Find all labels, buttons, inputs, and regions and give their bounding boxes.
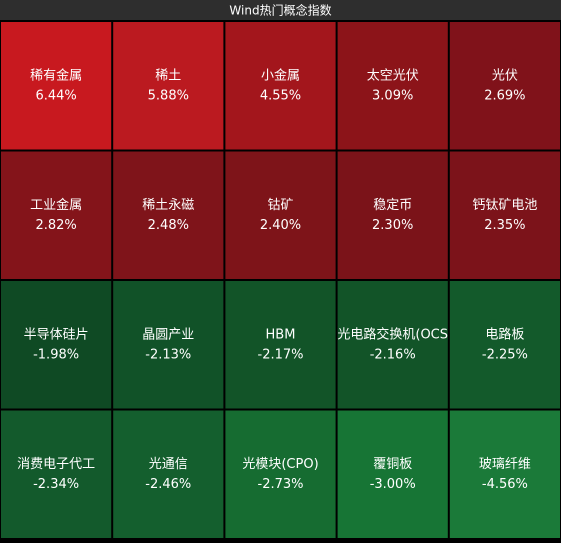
tile <box>0 21 113 151</box>
tile <box>112 280 225 410</box>
tile-value: -2.13% <box>145 347 191 362</box>
tile-value: 2.69% <box>484 88 525 103</box>
tile-value: -2.46% <box>145 477 191 492</box>
tile <box>0 280 113 410</box>
tile <box>112 21 225 151</box>
tile <box>224 150 337 280</box>
tile-label: 半导体硅片 <box>24 327 89 342</box>
tile <box>336 150 449 280</box>
tile <box>112 150 225 280</box>
tile-label: 小金属 <box>261 67 300 83</box>
tile-value: 2.30% <box>372 218 413 233</box>
tile-value: 5.88% <box>148 88 189 103</box>
tile-value: -1.98% <box>33 347 79 362</box>
tile-label: 太空光伏 <box>367 68 419 83</box>
tile-label: 钴矿 <box>267 198 293 213</box>
tile <box>448 409 561 539</box>
tile-label: 稀有金属 <box>30 67 82 83</box>
chart-title: Wind热门概念指数 <box>229 3 331 18</box>
tile <box>112 409 225 539</box>
tile <box>448 280 561 410</box>
tile-value: 4.55% <box>260 88 301 103</box>
tile-label: HBM <box>266 327 296 342</box>
tile-value: -3.00% <box>370 477 416 492</box>
tile-label: 光电路交换机(OCS <box>337 326 448 342</box>
tile-label: 消费电子代工 <box>17 457 95 472</box>
tile <box>224 409 337 539</box>
tile-label: 钙钛矿电池 <box>472 198 537 213</box>
tile-label: 晶圆产业 <box>142 327 194 342</box>
tile-label: 光伏 <box>492 68 518 83</box>
tile <box>224 280 337 410</box>
tile-label: 光通信 <box>149 457 188 472</box>
tile-label: 电路板 <box>485 326 524 342</box>
tile <box>336 21 449 151</box>
tile-value: 2.48% <box>148 218 189 233</box>
tile <box>336 280 449 410</box>
tile-value: 3.09% <box>372 88 413 103</box>
tile-value: -2.73% <box>258 477 304 492</box>
tile-label: 工业金属 <box>30 197 82 213</box>
tile-label: 稳定币 <box>373 197 412 213</box>
tile-value: 2.35% <box>484 218 525 233</box>
tile-value: -2.16% <box>370 347 416 362</box>
tile-value: 6.44% <box>35 88 76 103</box>
tile-label: 覆铜板 <box>373 457 412 472</box>
header-bar <box>0 0 561 20</box>
tile <box>448 21 561 151</box>
tile-value: -4.56% <box>482 477 528 492</box>
tile-label: 玻璃纤维 <box>479 457 531 472</box>
tile-value: 2.82% <box>35 218 76 233</box>
tile-label: 稀土 <box>155 68 181 83</box>
tile-value: 2.40% <box>260 218 301 233</box>
tile <box>0 409 113 539</box>
tile <box>0 150 113 280</box>
tile-value: -2.34% <box>33 477 79 492</box>
tile <box>224 21 337 151</box>
tile <box>336 409 449 539</box>
tile-label: 稀土永磁 <box>142 198 194 213</box>
tile-label: 光模块(CPO) <box>242 457 318 472</box>
tile <box>448 150 561 280</box>
tile-value: -2.25% <box>482 347 528 362</box>
tile-value: -2.17% <box>258 347 304 362</box>
